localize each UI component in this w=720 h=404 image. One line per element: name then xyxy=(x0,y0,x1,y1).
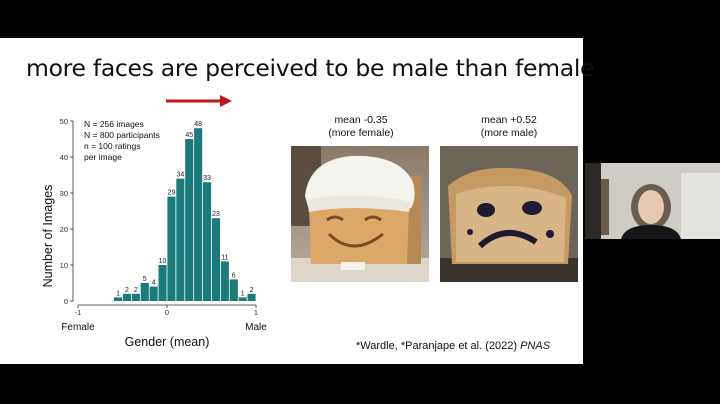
bar-value-label: 2 xyxy=(134,287,138,294)
y-tick-label: 0 xyxy=(64,297,68,306)
bar-value-label: 45 xyxy=(185,132,193,139)
histogram-bar xyxy=(220,261,229,301)
bar-value-label: 33 xyxy=(203,175,211,182)
info-line: N = 256 images xyxy=(84,119,144,129)
presenter-video xyxy=(585,163,720,239)
info-line: N = 800 participants xyxy=(84,130,160,140)
right-image-note: (more male) xyxy=(480,127,538,139)
histogram-bar xyxy=(211,218,220,301)
bar-value-label: 29 xyxy=(168,190,176,197)
y-tick-label: 20 xyxy=(60,225,68,234)
histogram-bar xyxy=(185,139,194,301)
histogram-bar xyxy=(176,178,185,301)
x-end-label-female: Female xyxy=(61,322,95,333)
bar-value-label: 1 xyxy=(116,290,120,297)
bar-value-label: 2 xyxy=(125,287,129,294)
webcam-video-tile[interactable] xyxy=(585,163,720,239)
x-tick-label: 1 xyxy=(254,308,258,317)
histogram-bar xyxy=(131,293,140,301)
right-image-mean: mean +0.52 xyxy=(481,114,537,126)
x-tick-label: -1 xyxy=(75,308,82,317)
sample-info: N = 256 images N = 800 participants n = … xyxy=(84,119,160,163)
bar-value-label: 4 xyxy=(152,280,156,287)
info-line: per image xyxy=(84,152,122,162)
histogram-bar xyxy=(247,293,256,301)
info-line: n = 100 ratings xyxy=(84,141,141,151)
frowning-cake-image xyxy=(440,146,578,282)
histogram-bar xyxy=(238,297,247,301)
histogram-bar xyxy=(158,265,167,301)
right-arrow-icon xyxy=(166,95,232,107)
bar-value-label: 2 xyxy=(250,287,254,294)
bar-value-label: 6 xyxy=(232,272,236,279)
histogram-bar xyxy=(122,293,131,301)
left-image-mean: mean -0.35 xyxy=(334,114,388,126)
bar-value-label: 34 xyxy=(176,172,184,179)
histogram-bar xyxy=(203,182,212,301)
bar-value-label: 10 xyxy=(159,258,167,265)
bar-value-label: 5 xyxy=(143,276,147,283)
histogram-bar xyxy=(149,286,158,301)
x-end-label-male: Male xyxy=(245,322,267,333)
smiling-cake-image xyxy=(291,146,429,282)
bar-value-label: 1 xyxy=(241,290,245,297)
histogram-bar xyxy=(140,283,149,301)
bar-value-label: 11 xyxy=(221,254,228,261)
histogram-bar xyxy=(194,128,203,301)
histogram-bar xyxy=(229,279,238,301)
x-tick-label: 0 xyxy=(165,308,169,317)
citation-journal: PNAS xyxy=(520,340,551,352)
citation-authors: *Wardle, *Paranjape et al. (2022) xyxy=(356,340,521,352)
y-tick-label: 40 xyxy=(60,153,68,162)
y-axis-title: Number of Images xyxy=(41,185,55,288)
bar-value-label: 23 xyxy=(212,211,220,218)
histogram-bar xyxy=(114,297,123,301)
citation: *Wardle, *Paranjape et al. (2022) PNAS xyxy=(356,340,550,352)
y-tick-label: 10 xyxy=(60,261,68,270)
x-axis-title: Gender (mean) xyxy=(125,335,210,349)
right-image-caption: mean +0.52 (more male) xyxy=(440,114,578,140)
bar-value-label: 48 xyxy=(194,121,202,128)
y-tick-label: 30 xyxy=(60,189,68,198)
left-image-note: (more female) xyxy=(328,127,394,139)
presentation-slide: more faces are perceived to be male than… xyxy=(0,38,595,364)
left-image-caption: mean -0.35 (more female) xyxy=(292,114,430,140)
histogram-bar xyxy=(167,196,176,301)
y-tick-label: 50 xyxy=(60,117,68,126)
slide-title: more faces are perceived to be male than… xyxy=(26,54,595,82)
